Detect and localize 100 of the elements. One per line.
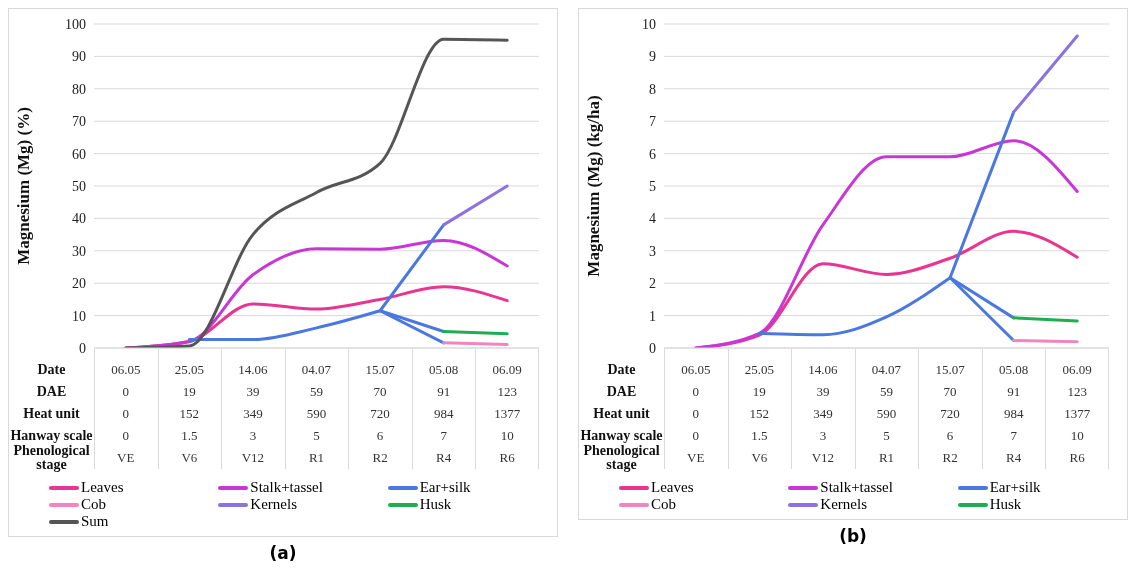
text: R1 bbox=[307, 449, 326, 467]
x-tick-label: 15.07 bbox=[364, 361, 396, 379]
text: 3 bbox=[818, 427, 828, 445]
text: 0 bbox=[691, 427, 701, 445]
text: R2 bbox=[371, 449, 389, 467]
text: 39 bbox=[815, 383, 831, 401]
text: 720 bbox=[939, 405, 961, 423]
x-tick-label: 14.06 bbox=[237, 361, 269, 379]
x-axis-title: Date bbox=[606, 361, 637, 379]
y-tick-label: 5 bbox=[649, 178, 656, 194]
x-axis-title: Date bbox=[36, 361, 67, 379]
y-tick-label: 70 bbox=[72, 114, 86, 130]
text: 0 bbox=[121, 383, 131, 401]
text: V6 bbox=[750, 449, 769, 467]
y-axis-title: Magnesium (Mg) (kg/ha) bbox=[584, 95, 604, 277]
y-tick-label: 80 bbox=[72, 81, 86, 97]
text: 7 bbox=[439, 427, 448, 445]
text: 0 bbox=[121, 405, 131, 423]
legend-label: Cob bbox=[651, 496, 677, 513]
text: Heat unit bbox=[592, 405, 651, 423]
text: R6 bbox=[498, 449, 516, 467]
text: 0 bbox=[691, 383, 701, 401]
text: 123 bbox=[496, 383, 518, 401]
text: 5 bbox=[882, 427, 891, 445]
text: Heat unit bbox=[22, 405, 81, 423]
text: R6 bbox=[1068, 449, 1086, 467]
y-axis-title: Magnesium (Mg) (%) bbox=[14, 107, 34, 265]
text: 152 bbox=[748, 405, 771, 423]
text: R1 bbox=[877, 449, 896, 467]
text: 0 bbox=[121, 427, 131, 445]
text: V12 bbox=[240, 449, 266, 467]
x-tick-label: 06.05 bbox=[110, 361, 142, 379]
legend-label: Ear+silk bbox=[419, 479, 471, 496]
text: V6 bbox=[180, 449, 199, 467]
text: R4 bbox=[1005, 449, 1023, 467]
text: 0 bbox=[691, 405, 701, 423]
x-tick-label: 06.05 bbox=[680, 361, 712, 379]
text: R4 bbox=[435, 449, 453, 467]
y-tick-label: 2 bbox=[649, 276, 656, 292]
y-tick-label: 50 bbox=[72, 178, 86, 194]
text: VE bbox=[116, 449, 136, 467]
text: 39 bbox=[245, 383, 261, 401]
text: 6 bbox=[375, 427, 385, 445]
text: R2 bbox=[941, 449, 959, 467]
text: 91 bbox=[436, 383, 452, 401]
text: Phenological stage bbox=[12, 443, 91, 472]
text: Hanway scale bbox=[579, 427, 664, 445]
text: 152 bbox=[178, 405, 201, 423]
text: 59 bbox=[879, 383, 894, 401]
legend-label: Leaves bbox=[651, 479, 694, 496]
y-tick-label: 100 bbox=[65, 16, 86, 32]
y-tick-label: 10 bbox=[642, 16, 656, 32]
text: 1.5 bbox=[750, 427, 769, 445]
y-tick-label: 30 bbox=[72, 243, 86, 259]
text: 91 bbox=[1006, 383, 1022, 401]
text: 19 bbox=[751, 383, 767, 401]
text: 7 bbox=[1009, 427, 1018, 445]
text: 1377 bbox=[1063, 405, 1092, 423]
text: (b) bbox=[838, 526, 868, 546]
text: 720 bbox=[369, 405, 391, 423]
x-tick-label: 04.07 bbox=[300, 361, 333, 379]
x-tick-label: 05.08 bbox=[998, 361, 1030, 379]
y-tick-label: 20 bbox=[72, 276, 86, 292]
legend-label: Kernels bbox=[250, 496, 297, 513]
x-tick-label: 25.05 bbox=[173, 361, 205, 379]
legend-label: Stalk+tassel bbox=[250, 479, 323, 496]
legend-label: Husk bbox=[419, 496, 452, 513]
x-tick-label: 05.08 bbox=[428, 361, 460, 379]
text: 984 bbox=[432, 405, 455, 423]
x-tick-label: 15.07 bbox=[934, 361, 966, 379]
text: (a) bbox=[268, 543, 298, 563]
y-tick-label: 40 bbox=[72, 211, 86, 227]
text: Hanway scale bbox=[9, 427, 94, 445]
text: 10 bbox=[1069, 427, 1085, 445]
text: 349 bbox=[242, 405, 264, 423]
legend-label: Cob bbox=[81, 496, 107, 513]
text: 19 bbox=[181, 383, 197, 401]
y-tick-label: 8 bbox=[649, 81, 656, 97]
text: VE bbox=[686, 449, 706, 467]
text: 590 bbox=[875, 405, 898, 423]
legend-label: Sum bbox=[81, 513, 109, 530]
text: 70 bbox=[372, 383, 388, 401]
y-tick-label: 10 bbox=[72, 308, 86, 324]
y-tick-label: 0 bbox=[649, 340, 656, 356]
legend-label: Ear+silk bbox=[989, 479, 1041, 496]
text: 6 bbox=[945, 427, 955, 445]
y-tick-label: 3 bbox=[649, 243, 656, 259]
text: 3 bbox=[248, 427, 258, 445]
y-tick-label: 90 bbox=[72, 49, 86, 65]
text: 123 bbox=[1066, 383, 1088, 401]
text: V12 bbox=[810, 449, 836, 467]
y-tick-label: 7 bbox=[649, 114, 656, 130]
text: 1377 bbox=[493, 405, 522, 423]
y-tick-label: 1 bbox=[649, 308, 656, 324]
y-tick-label: 4 bbox=[649, 211, 656, 227]
y-tick-label: 0 bbox=[79, 340, 86, 356]
text: 1.5 bbox=[180, 427, 199, 445]
legend-label: Leaves bbox=[81, 479, 124, 496]
legend-label: Stalk+tassel bbox=[820, 479, 893, 496]
legend-label: Kernels bbox=[820, 496, 867, 513]
